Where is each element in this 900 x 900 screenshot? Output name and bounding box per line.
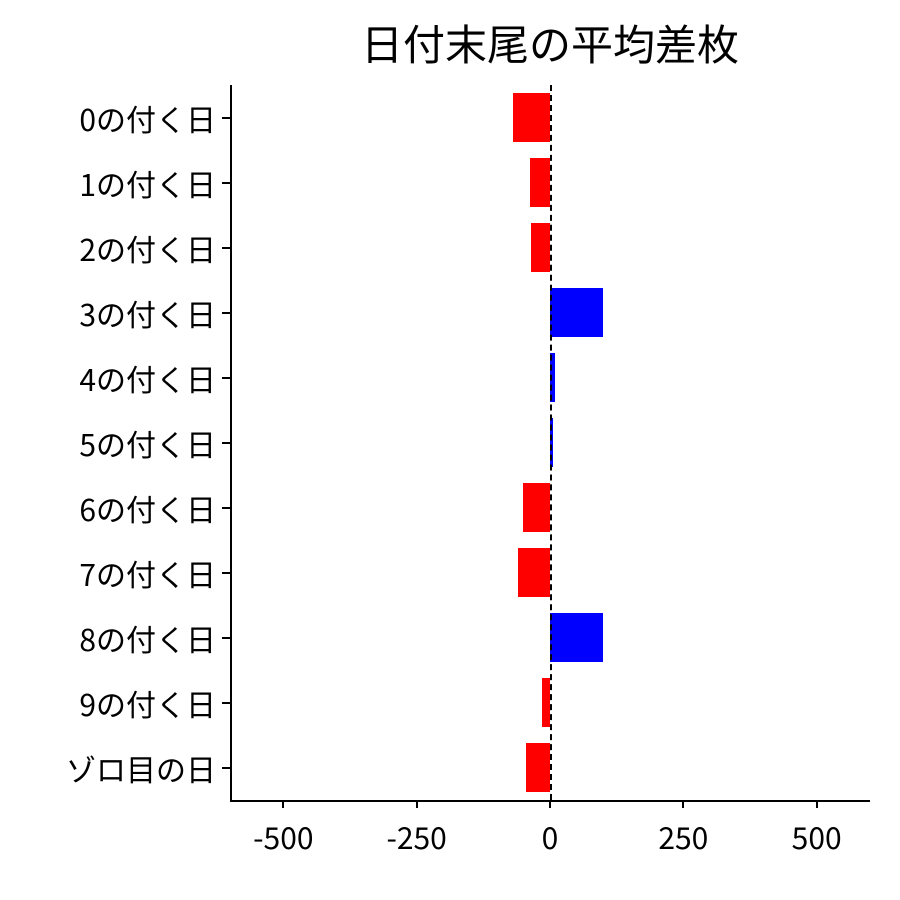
y-tick-label: 3の付く日 — [79, 291, 216, 335]
zero-line — [550, 85, 552, 800]
y-tick-label: ゾロ目の日 — [66, 746, 216, 790]
y-tick-label: 0の付く日 — [79, 96, 216, 140]
bar — [523, 483, 550, 532]
bar — [531, 223, 550, 272]
y-tick-mark — [222, 182, 230, 184]
x-tick-mark — [416, 800, 418, 808]
y-tick-mark — [222, 312, 230, 314]
x-tick-label: 250 — [658, 814, 708, 858]
y-tick-label: 9の付く日 — [79, 681, 216, 725]
y-tick-label: 4の付く日 — [79, 356, 216, 400]
y-tick-mark — [222, 442, 230, 444]
x-tick-mark — [682, 800, 684, 808]
bar — [513, 93, 550, 142]
bar — [530, 158, 550, 207]
y-tick-mark — [222, 767, 230, 769]
bar — [526, 743, 550, 792]
x-tick-mark — [549, 800, 551, 808]
y-tick-label: 5の付く日 — [79, 421, 216, 465]
y-tick-mark — [222, 247, 230, 249]
y-tick-label: 7の付く日 — [79, 551, 216, 595]
bar — [550, 288, 603, 337]
y-tick-label: 1の付く日 — [79, 161, 216, 205]
x-tick-mark — [282, 800, 284, 808]
y-tick-mark — [222, 117, 230, 119]
bar — [518, 548, 550, 597]
x-tick-label: -250 — [386, 814, 446, 858]
y-tick-mark — [222, 377, 230, 379]
chart-container: 日付末尾の平均差枚 0の付く日 1の付く日 2の付く日 3の付く日 4の付く日 5の付く日… — [0, 0, 900, 900]
bar — [550, 613, 603, 662]
y-tick-mark — [222, 702, 230, 704]
y-tick-mark — [222, 507, 230, 509]
x-tick-mark — [816, 800, 818, 808]
bar — [542, 678, 550, 727]
chart-title: 日付末尾の平均差枚 — [361, 12, 739, 73]
y-tick-label: 2の付く日 — [79, 226, 216, 270]
y-axis — [230, 85, 232, 800]
y-tick-label: 6の付く日 — [79, 486, 216, 530]
x-tick-label: -500 — [253, 814, 313, 858]
y-tick-mark — [222, 637, 230, 639]
y-tick-label: 8の付く日 — [79, 616, 216, 660]
x-tick-label: 500 — [792, 814, 842, 858]
y-tick-mark — [222, 572, 230, 574]
x-tick-label: 0 — [542, 814, 559, 858]
